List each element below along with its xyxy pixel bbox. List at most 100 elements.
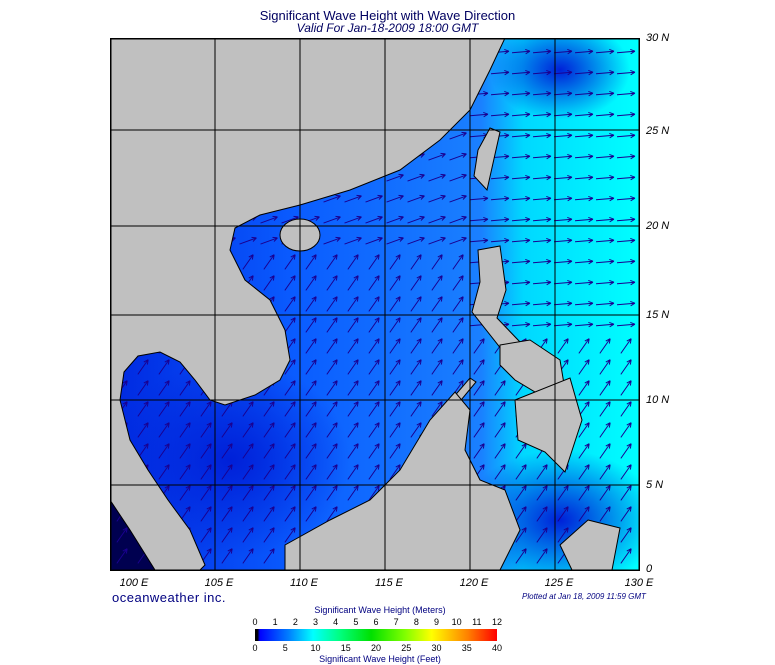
lon-label: 105 E (204, 577, 234, 589)
wave-arrow (368, 317, 380, 333)
wave-arrow (428, 194, 446, 203)
wave-arrow (242, 527, 254, 543)
wave-arrow (407, 236, 425, 245)
wave-arrow (179, 380, 191, 396)
wave-arrow (532, 300, 552, 307)
wave-arrow (473, 401, 485, 417)
wave-arrow (574, 321, 594, 328)
wave-arrow (263, 527, 275, 543)
wave-arrow (469, 237, 489, 244)
wave-arrow (431, 359, 443, 375)
wave-arrow (616, 48, 636, 55)
wave-arrow (221, 506, 233, 522)
wave-arrow (494, 422, 506, 438)
wave-arrow (490, 69, 510, 76)
wave-arrow (431, 275, 443, 291)
wave-arrow (389, 401, 401, 417)
wave-arrow (532, 174, 552, 181)
wave-arrow (595, 111, 615, 118)
wave-arrow (242, 422, 254, 438)
lat-label: 5 N (646, 479, 664, 491)
wave-arrow (553, 90, 573, 97)
lat-label: 30 N (646, 32, 670, 44)
wave-arrow (473, 359, 485, 375)
wave-arrow (368, 485, 380, 501)
wave-arrow (595, 69, 615, 76)
wave-arrow (389, 443, 401, 459)
wave-arrow (595, 90, 615, 97)
wave-arrow (578, 464, 590, 480)
wave-arrow (616, 279, 636, 286)
wave-arrow (511, 321, 531, 328)
wave-arrow (616, 300, 636, 307)
wave-arrow (578, 359, 590, 375)
wave-arrow (365, 194, 383, 203)
wave-arrow (326, 380, 338, 396)
wave-arrow (469, 111, 489, 118)
lon-label: 130 E (624, 577, 654, 589)
lat-label: 15 N (646, 309, 670, 321)
wave-arrow (389, 464, 401, 480)
wave-arrow (490, 195, 510, 202)
wave-arrow (532, 90, 552, 97)
brand-logo: oceanweather inc. (112, 590, 227, 605)
colorbar-tick: 15 (340, 643, 351, 653)
wave-arrow (368, 254, 380, 270)
wave-arrow (368, 296, 380, 312)
wave-arrow (284, 422, 296, 438)
colorbar-tick: 30 (431, 643, 442, 653)
wave-arrow (389, 422, 401, 438)
wave-arrow (284, 380, 296, 396)
wave-arrow (553, 216, 573, 223)
wave-arrow (326, 485, 338, 501)
wave-arrow (578, 506, 590, 522)
lon-label: 100 E (119, 577, 149, 589)
wave-arrow (263, 401, 275, 417)
wave-arrow (515, 527, 527, 543)
wave-arrow (263, 464, 275, 480)
colorbar-tick: 6 (373, 617, 379, 627)
lat-label: 10 N (646, 394, 670, 406)
colorbar-tick: 5 (282, 643, 288, 653)
wave-arrow (536, 485, 548, 501)
wave-arrow (473, 338, 485, 354)
wave-arrow (263, 254, 275, 270)
wave-arrow (620, 527, 632, 543)
wave-arrow (494, 380, 506, 396)
wave-arrow (620, 485, 632, 501)
wave-arrow (574, 69, 594, 76)
lat-label: 25 N (646, 125, 670, 137)
wave-arrow (452, 317, 464, 333)
wave-arrow (365, 215, 383, 224)
wave-arrow (158, 359, 170, 375)
wave-arrow (326, 275, 338, 291)
lon-label: 120 E (459, 577, 489, 589)
wave-arrow (553, 132, 573, 139)
wave-arrow (599, 422, 611, 438)
wave-arrow (452, 275, 464, 291)
wave-arrow (410, 401, 422, 417)
wave-arrow (473, 443, 485, 459)
wave-arrow (616, 132, 636, 139)
wave-arrow (137, 422, 149, 438)
wave-arrow (511, 90, 531, 97)
wave-arrow (326, 254, 338, 270)
wave-arrow (344, 236, 362, 245)
wave-arrow (368, 443, 380, 459)
wave-arrow (239, 236, 257, 245)
wave-arrow (200, 506, 212, 522)
wave-arrow (574, 300, 594, 307)
wave-arrow (536, 527, 548, 543)
wave-arrow (410, 338, 422, 354)
wave-arrow (389, 254, 401, 270)
wave-arrow (490, 90, 510, 97)
wave-arrow (389, 359, 401, 375)
wave-arrow (553, 321, 573, 328)
wave-arrow (511, 132, 531, 139)
wave-arrow (284, 359, 296, 375)
wave-arrow (284, 275, 296, 291)
wave-arrow (515, 548, 527, 564)
wave-arrow (200, 443, 212, 459)
wave-arrow (284, 527, 296, 543)
wave-arrow (344, 215, 362, 224)
